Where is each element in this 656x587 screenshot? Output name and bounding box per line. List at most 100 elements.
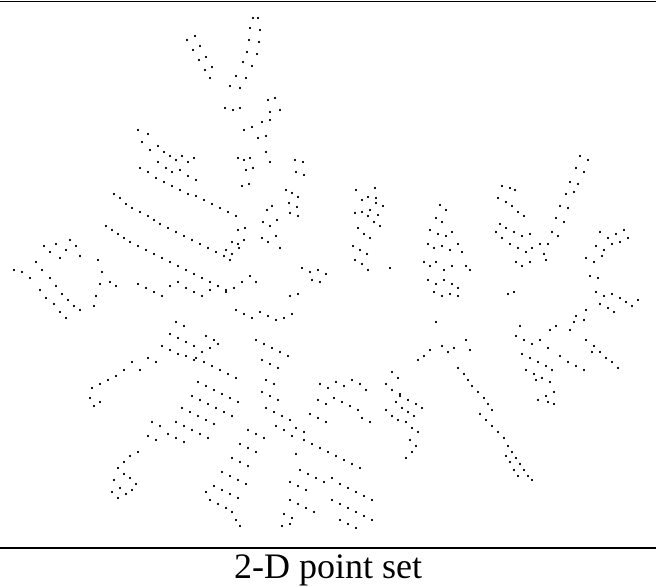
- scatter-point: [230, 414, 234, 418]
- scatter-point: [552, 402, 556, 406]
- scatter-point: [332, 396, 336, 400]
- scatter-point: [204, 418, 208, 422]
- scatter-point: [412, 414, 416, 418]
- scatter-point: [152, 252, 156, 256]
- scatter-point: [234, 214, 238, 218]
- scatter-point: [582, 318, 586, 322]
- scatter-point: [150, 420, 154, 424]
- scatter-point: [198, 44, 202, 48]
- scatter-point: [203, 68, 207, 72]
- scatter-point: [513, 188, 517, 192]
- scatter-point: [264, 378, 268, 382]
- scatter-point: [244, 168, 248, 172]
- scatter-point: [322, 480, 326, 484]
- scatter-point: [296, 214, 300, 218]
- scatter-point: [192, 156, 196, 160]
- scatter-point: [304, 488, 308, 492]
- scatter-point: [426, 278, 430, 282]
- scatter-point: [318, 382, 322, 386]
- scatter-point: [250, 125, 254, 129]
- scatter-point: [202, 198, 206, 202]
- scatter-point: [48, 250, 52, 254]
- scatter-point: [224, 290, 228, 294]
- scatter-point: [54, 242, 58, 246]
- scatter-point: [522, 468, 526, 472]
- scatter-point: [310, 442, 314, 446]
- scatter-point: [528, 260, 532, 264]
- scatter-point: [324, 272, 328, 276]
- scatter-point: [220, 392, 224, 396]
- scatter-point: [146, 434, 150, 438]
- scatter-point: [231, 108, 235, 112]
- scatter-point: [330, 476, 334, 480]
- scatter-point: [176, 352, 180, 356]
- scatter-point: [442, 278, 446, 282]
- scatter-point: [296, 292, 300, 296]
- scatter-point: [404, 456, 408, 460]
- scatter-point: [624, 300, 628, 304]
- scatter-point: [428, 264, 432, 268]
- scatter-point: [168, 332, 172, 336]
- scatter-point: [372, 220, 376, 224]
- scatter-point: [508, 460, 512, 464]
- scatter-point: [248, 274, 252, 278]
- scatter-point: [38, 288, 42, 292]
- scatter-point: [316, 398, 320, 402]
- scatter-point: [616, 366, 620, 370]
- scatter-point: [360, 210, 364, 214]
- scatter-point: [234, 308, 238, 312]
- scatter-point: [212, 484, 216, 488]
- scatter-point: [28, 276, 32, 280]
- scatter-point: [260, 390, 264, 394]
- scatter-point: [360, 198, 364, 202]
- scatter-point: [432, 290, 436, 294]
- scatter-point: [260, 120, 264, 124]
- scatter-point: [106, 378, 110, 382]
- scatter-point: [185, 38, 189, 42]
- scatter-point: [278, 246, 282, 250]
- scatter-point: [514, 260, 518, 264]
- scatter-point: [34, 260, 38, 264]
- scatter-point: [314, 476, 318, 480]
- scatter-point: [294, 426, 298, 430]
- scatter-point: [390, 388, 394, 392]
- scatter-point: [66, 298, 70, 302]
- scatter-point: [562, 220, 566, 224]
- scatter-point: [426, 242, 430, 246]
- scatter-point: [236, 496, 240, 500]
- scatter-point: [242, 158, 246, 162]
- scatter-point: [272, 410, 276, 414]
- scatter-point: [444, 208, 448, 212]
- scatter-point: [334, 380, 338, 384]
- scatter-point: [122, 368, 126, 372]
- scatter-point: [538, 338, 542, 342]
- scatter-point: [366, 195, 370, 199]
- scatter-point: [353, 258, 357, 262]
- scatter-point: [40, 268, 44, 272]
- scatter-point: [522, 214, 526, 218]
- scatter-point: [516, 246, 520, 250]
- scatter-point: [246, 464, 250, 468]
- scatter-point: [618, 240, 622, 244]
- scatter-point: [138, 368, 142, 372]
- scatter-point: [408, 438, 412, 442]
- scatter-point: [130, 488, 134, 492]
- scatter-point: [550, 368, 554, 372]
- scatter-point: [212, 388, 216, 392]
- scatter-point: [464, 264, 468, 268]
- scatter-point: [168, 284, 172, 288]
- scatter-point: [438, 203, 442, 207]
- scatter-point: [568, 328, 572, 332]
- scatter-point: [302, 430, 306, 434]
- scatter-point: [442, 268, 446, 272]
- scatter-point: [266, 240, 270, 244]
- scatter-point: [338, 518, 342, 522]
- scatter-point: [54, 284, 58, 288]
- scatter-point: [246, 446, 250, 450]
- scatter-point: [200, 276, 204, 280]
- scatter-point: [174, 158, 178, 162]
- scatter-point: [166, 432, 170, 436]
- scatter-point: [280, 524, 284, 528]
- scatter-point: [266, 314, 270, 318]
